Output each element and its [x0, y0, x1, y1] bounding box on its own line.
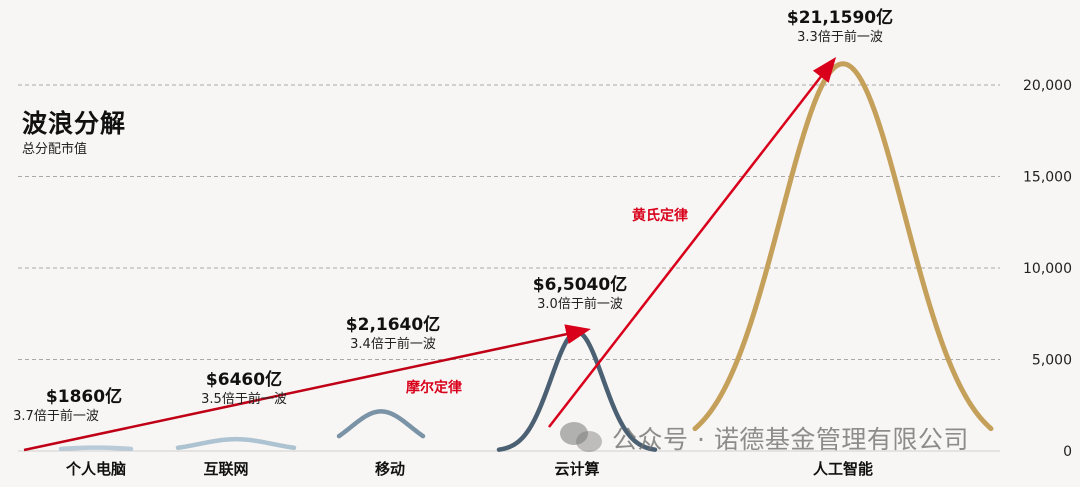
y-tick-label: 20,000: [1023, 78, 1072, 94]
multiple-label: 3.5倍于前一波: [201, 391, 287, 407]
y-tick-label: 15,000: [1023, 170, 1072, 186]
category-label: 个人电脑: [65, 460, 126, 478]
watermark-text: 公众号 · 诺德基金管理有限公司: [612, 425, 969, 454]
wechat-icon: [560, 420, 604, 456]
huang-arrow: [548, 57, 837, 428]
value-label: $2,1640亿: [346, 314, 440, 335]
moore-law-label: 摩尔定律: [406, 379, 462, 396]
wave-2: [175, 436, 297, 451]
multiple-label: 3.4倍于前一波: [350, 336, 436, 352]
category-label: 互联网: [203, 460, 248, 478]
multiple-label: 3.3倍于前一波: [797, 29, 883, 45]
category-label: 人工智能: [813, 460, 873, 478]
category-label: 移动: [375, 460, 405, 478]
wave-5: [692, 61, 994, 432]
watermark: 公众号 · 诺德基金管理有限公司: [560, 420, 969, 456]
wave-1: [58, 445, 134, 452]
category-label: 云计算: [554, 460, 599, 478]
multiple-label: 3.0倍于前一波: [537, 296, 623, 312]
chart-subtitle: 总分配市值: [22, 142, 88, 157]
multiple-label: 3.7倍于前一波: [13, 408, 99, 424]
wave-3: [336, 409, 426, 439]
value-label: $6460亿: [206, 369, 282, 390]
huang-law-label: 黄氏定律: [632, 207, 688, 224]
value-label: $21,1590亿: [787, 7, 893, 28]
y-tick-label: 10,000: [1023, 261, 1072, 277]
value-label: $6,5040亿: [533, 274, 627, 295]
moore-arrow: [23, 324, 591, 452]
y-tick-label: 5,000: [1032, 353, 1072, 369]
chart-title: 波浪分解: [22, 109, 127, 138]
y-tick-label: 0: [1063, 444, 1072, 460]
value-label: $1860亿: [46, 386, 122, 407]
